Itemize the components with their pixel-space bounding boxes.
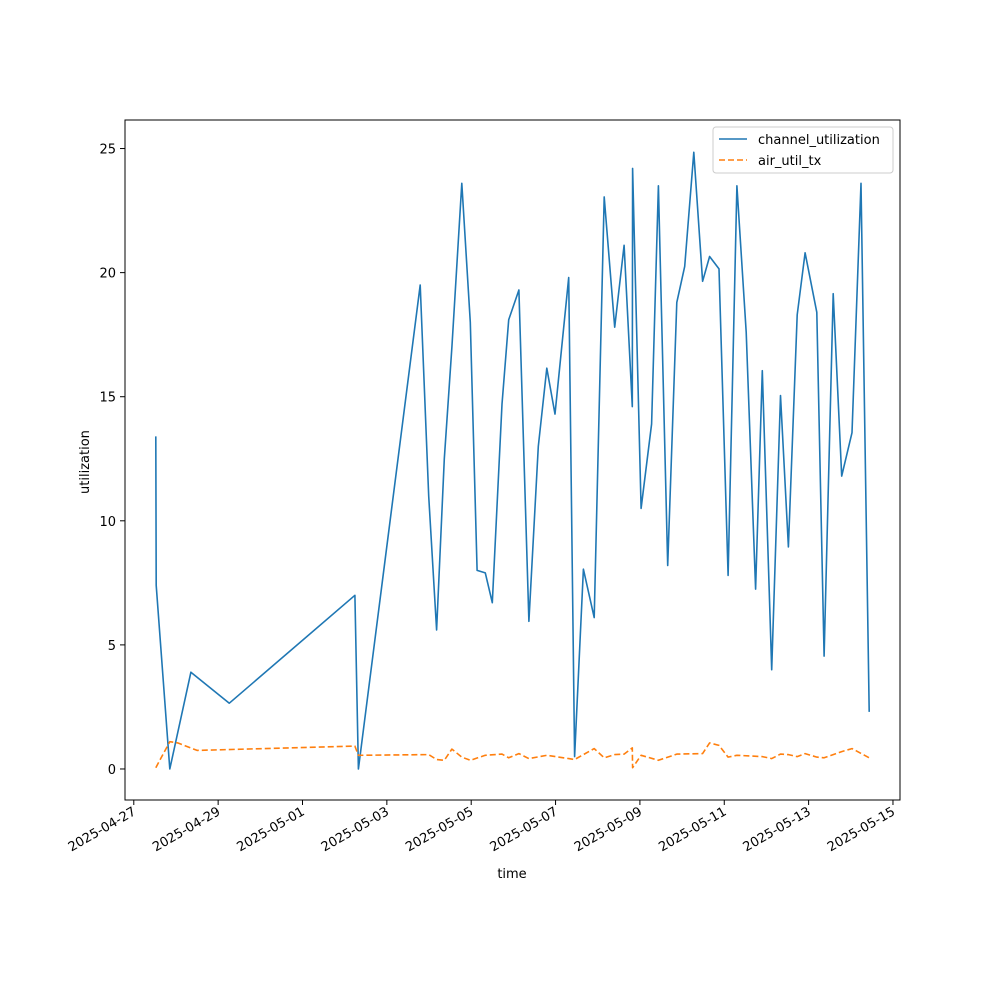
x-tick-label: 2025-05-07 [488,804,561,855]
y-tick-label: 15 [99,391,116,406]
legend: channel_utilization air_util_tx [712,126,894,174]
x-tick-label: 2025-05-03 [319,804,392,855]
legend-box [712,126,894,174]
x-tick-label: 2025-05-13 [741,804,814,855]
plot-frame [124,119,901,801]
y-tick-label: 5 [108,639,116,654]
x-tick-label: 2025-05-09 [572,804,645,855]
x-tick-label: 2025-05-11 [656,804,729,855]
x-tick-label: 2025-04-27 [66,804,139,855]
y-axis-title: utilization [78,430,93,494]
x-axis-title: time [497,867,526,882]
x-tick-label: 2025-04-29 [150,804,223,855]
plot-area [155,151,870,770]
y-tick-label: 25 [99,143,116,158]
y-tick-label: 20 [99,267,116,282]
legend-label: air_util_tx [758,154,822,169]
legend-label: channel_utilization [758,133,880,148]
x-axis: 2025-04-27 2025-04-29 2025-05-01 2025-05-03… [66,800,898,855]
y-tick-label: 0 [108,763,116,778]
x-tick-label: 2025-05-05 [403,804,476,855]
y-tick-label: 10 [99,515,116,530]
x-tick-label: 2025-05-15 [825,804,898,855]
series-line-channel-utilization [155,151,870,770]
x-tick-label: 2025-05-01 [235,804,308,855]
y-axis: 0 5 10 15 20 25 [99,143,125,778]
series-line-air-util-tx [155,740,870,769]
